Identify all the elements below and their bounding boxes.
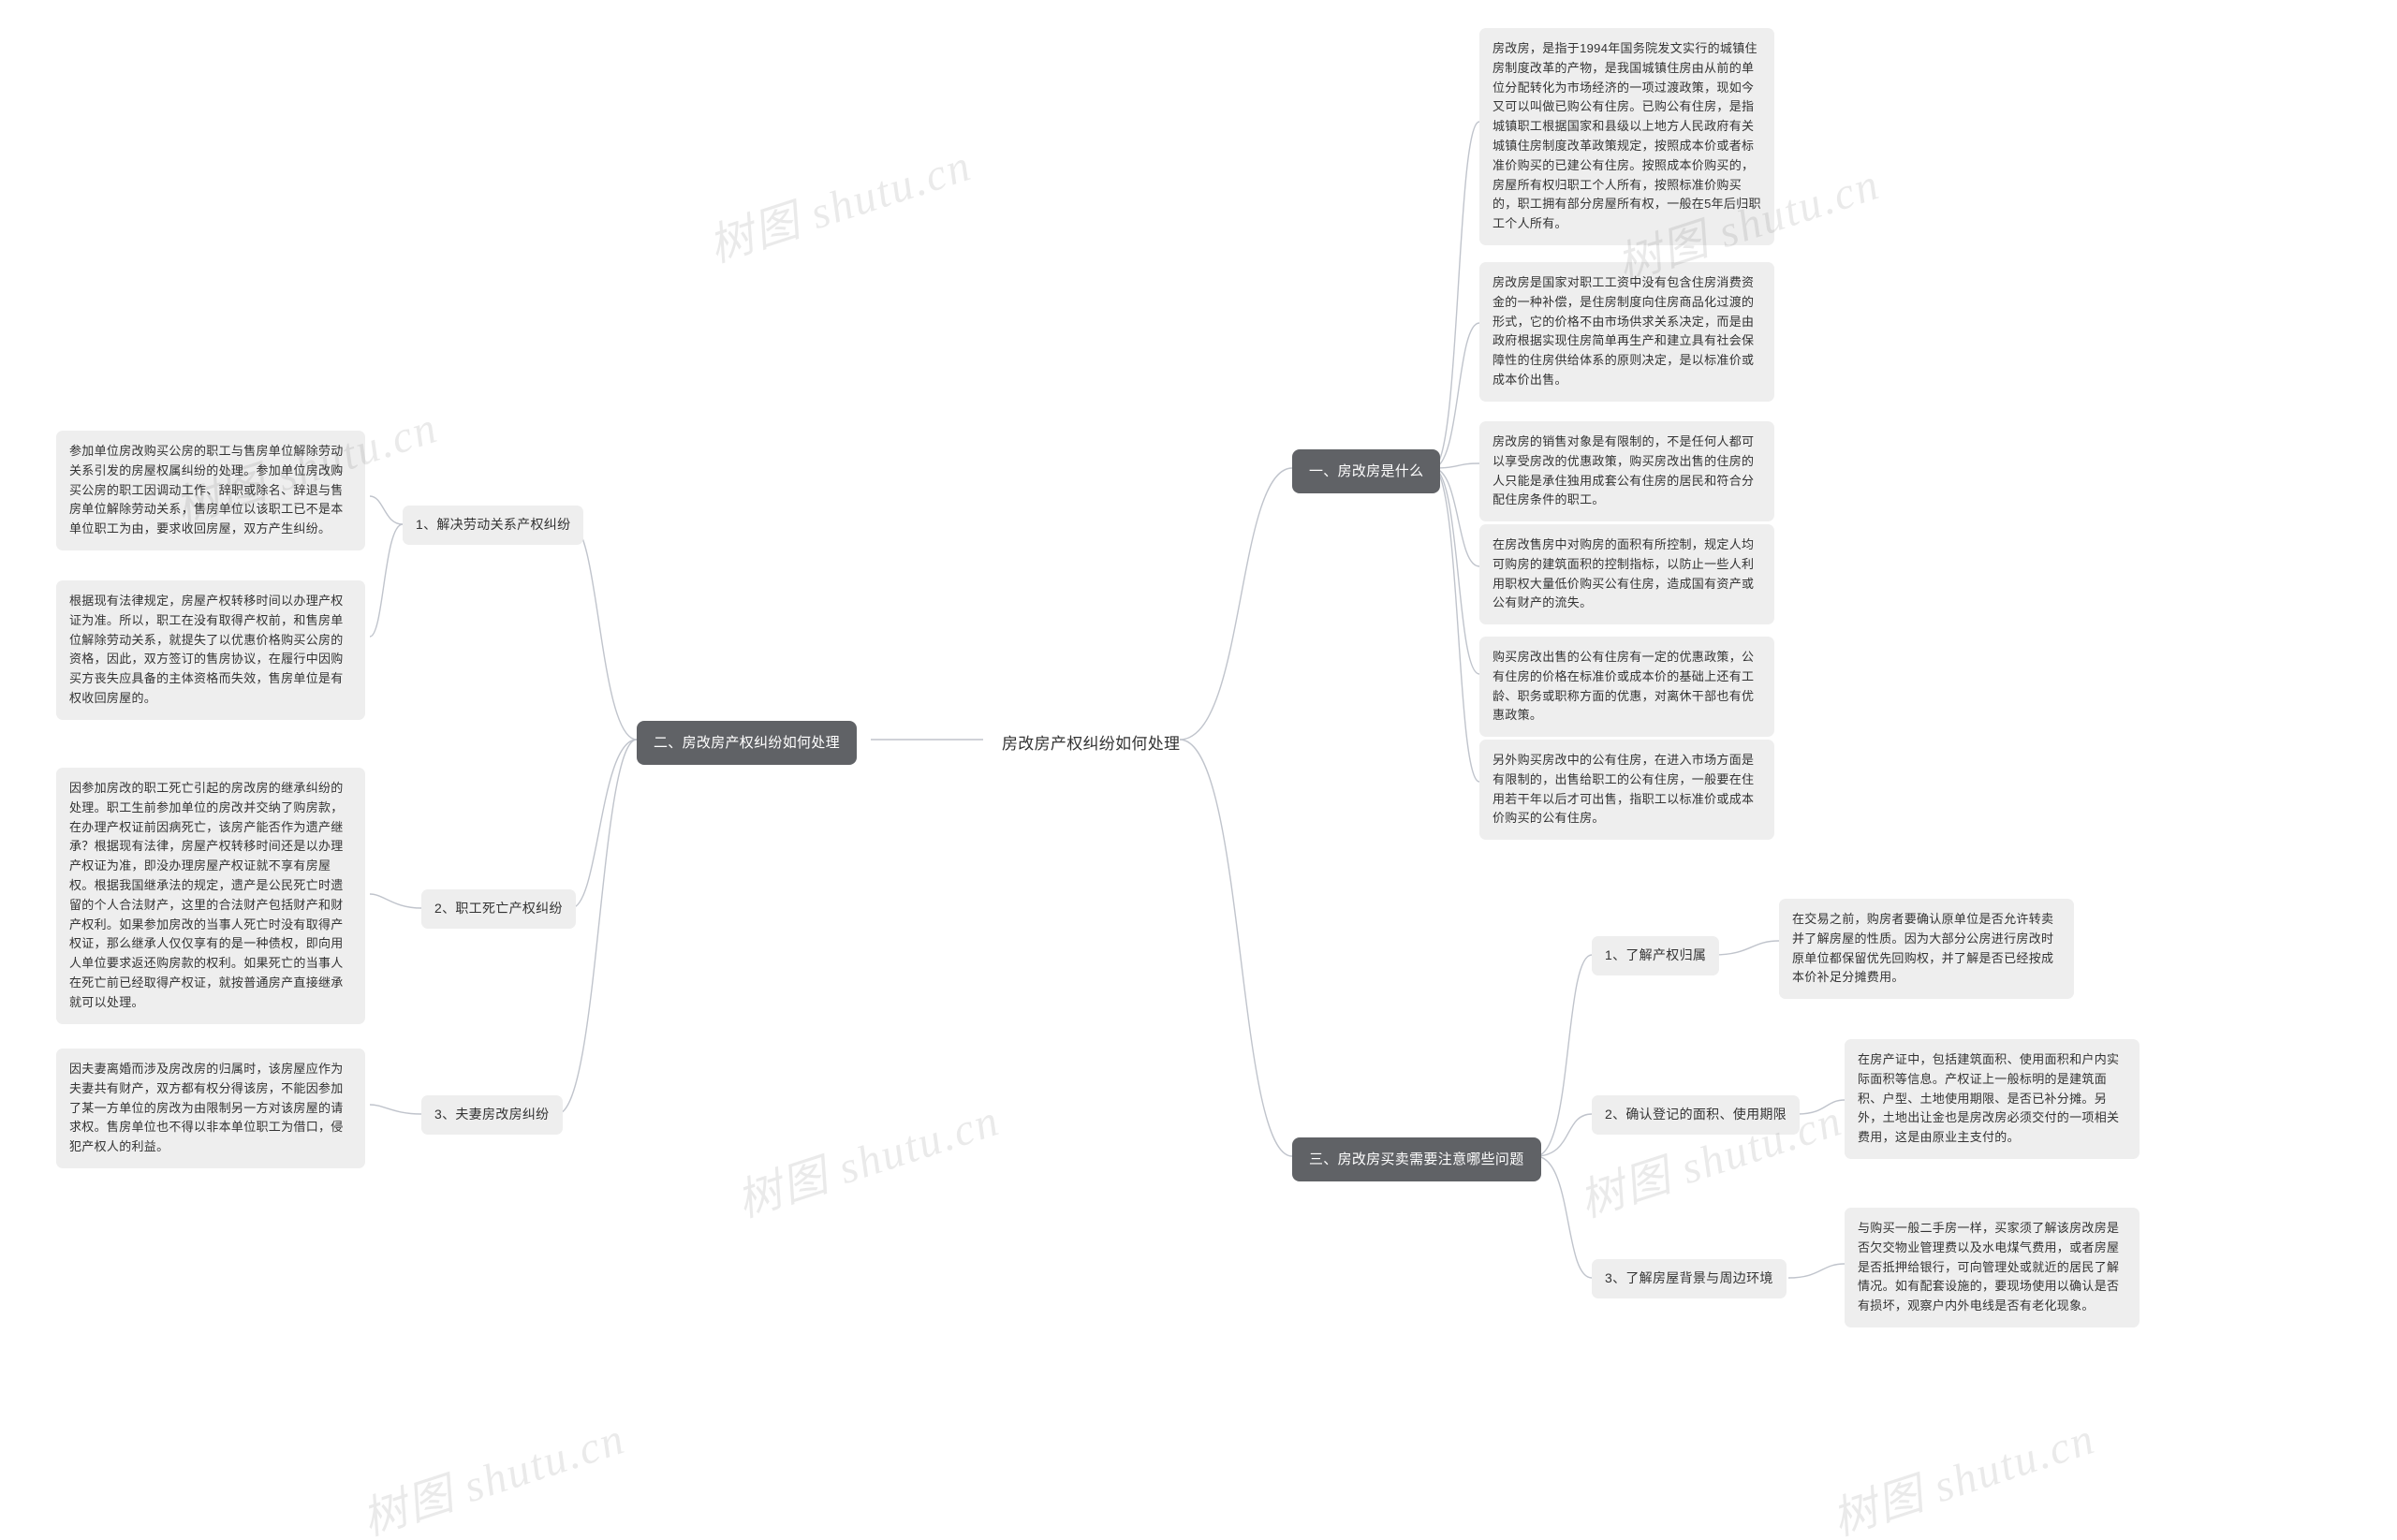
watermark-text: 树图 shutu.cn [1822,1401,2102,1540]
sub-l2[interactable]: 2、职工死亡产权纠纷 [421,889,576,929]
leaf-l1b[interactable]: 根据现有法律规定，房屋产权转移时间以办理产权证为准。所以，职工在没有取得产权前，… [56,580,365,720]
leaf-r1c[interactable]: 房改房的销售对象是有限制的，不是任何人都可以享受房改的优惠政策，购买房改出售的住… [1479,421,1774,521]
sub-l3[interactable]: 3、夫妻房改房纠纷 [421,1095,563,1135]
mindmap-canvas: 房改房产权纠纷如何处理 二、房改房产权纠纷如何处理 1、解决劳动关系产权纠纷 参… [0,0,2397,1540]
branch-left[interactable]: 二、房改房产权纠纷如何处理 [637,721,857,765]
leaf-r2s2a[interactable]: 在房产证中，包括建筑面积、使用面积和户内实际面积等信息。产权证上一般标明的是建筑… [1845,1039,2140,1159]
sub-r2s1[interactable]: 1、了解产权归属 [1592,936,1719,975]
root-node[interactable]: 房改房产权纠纷如何处理 [983,721,1198,768]
leaf-r1d[interactable]: 在房改售房中对购房的面积有所控制，规定人均可购房的建筑面积的控制指标，以防止一些… [1479,524,1774,624]
watermark-text: 树图 shutu.cn [699,128,978,275]
branch-right-1[interactable]: 一、房改房是什么 [1292,449,1440,493]
leaf-l1a[interactable]: 参加单位房改购买公房的职工与售房单位解除劳动关系引发的房屋权属纠纷的处理。参加单… [56,431,365,550]
sub-l1[interactable]: 1、解决劳动关系产权纠纷 [403,506,583,545]
sub-r2s2[interactable]: 2、确认登记的面积、使用期限 [1592,1095,1800,1135]
leaf-l3a[interactable]: 因夫妻离婚而涉及房改房的归属时，该房屋应作为夫妻共有财产，双方都有权分得该房，不… [56,1049,365,1168]
watermark-text: 树图 shutu.cn [727,1083,1007,1230]
leaf-r1f[interactable]: 另外购买房改中的公有住房，在进入市场方面是有限制的，出售给职工的公有住房，一般要… [1479,740,1774,840]
leaf-l2a[interactable]: 因参加房改的职工死亡引起的房改房的继承纠纷的处理。职工生前参加单位的房改并交纳了… [56,768,365,1024]
leaf-r2s3a[interactable]: 与购买一般二手房一样，买家须了解该房改房是否欠交物业管理费以及水电煤气费用，或者… [1845,1208,2140,1327]
leaf-r1b[interactable]: 房改房是国家对职工工资中没有包含住房消费资金的一种补偿，是住房制度向住房商品化过… [1479,262,1774,402]
watermark-text: 树图 shutu.cn [352,1401,632,1540]
leaf-r1a[interactable]: 房改房，是指于1994年国务院发文实行的城镇住房制度改革的产物，是我国城镇住房由… [1479,28,1774,245]
sub-r2s3[interactable]: 3、了解房屋背景与周边环境 [1592,1259,1787,1298]
leaf-r1e[interactable]: 购买房改出售的公有住房有一定的优惠政策，公有住房的价格在标准价或成本价的基础上还… [1479,637,1774,737]
leaf-r2s1a[interactable]: 在交易之前，购房者要确认原单位是否允许转卖并了解房屋的性质。因为大部分公房进行房… [1779,899,2074,999]
branch-right-2[interactable]: 三、房改房买卖需要注意哪些问题 [1292,1137,1541,1181]
